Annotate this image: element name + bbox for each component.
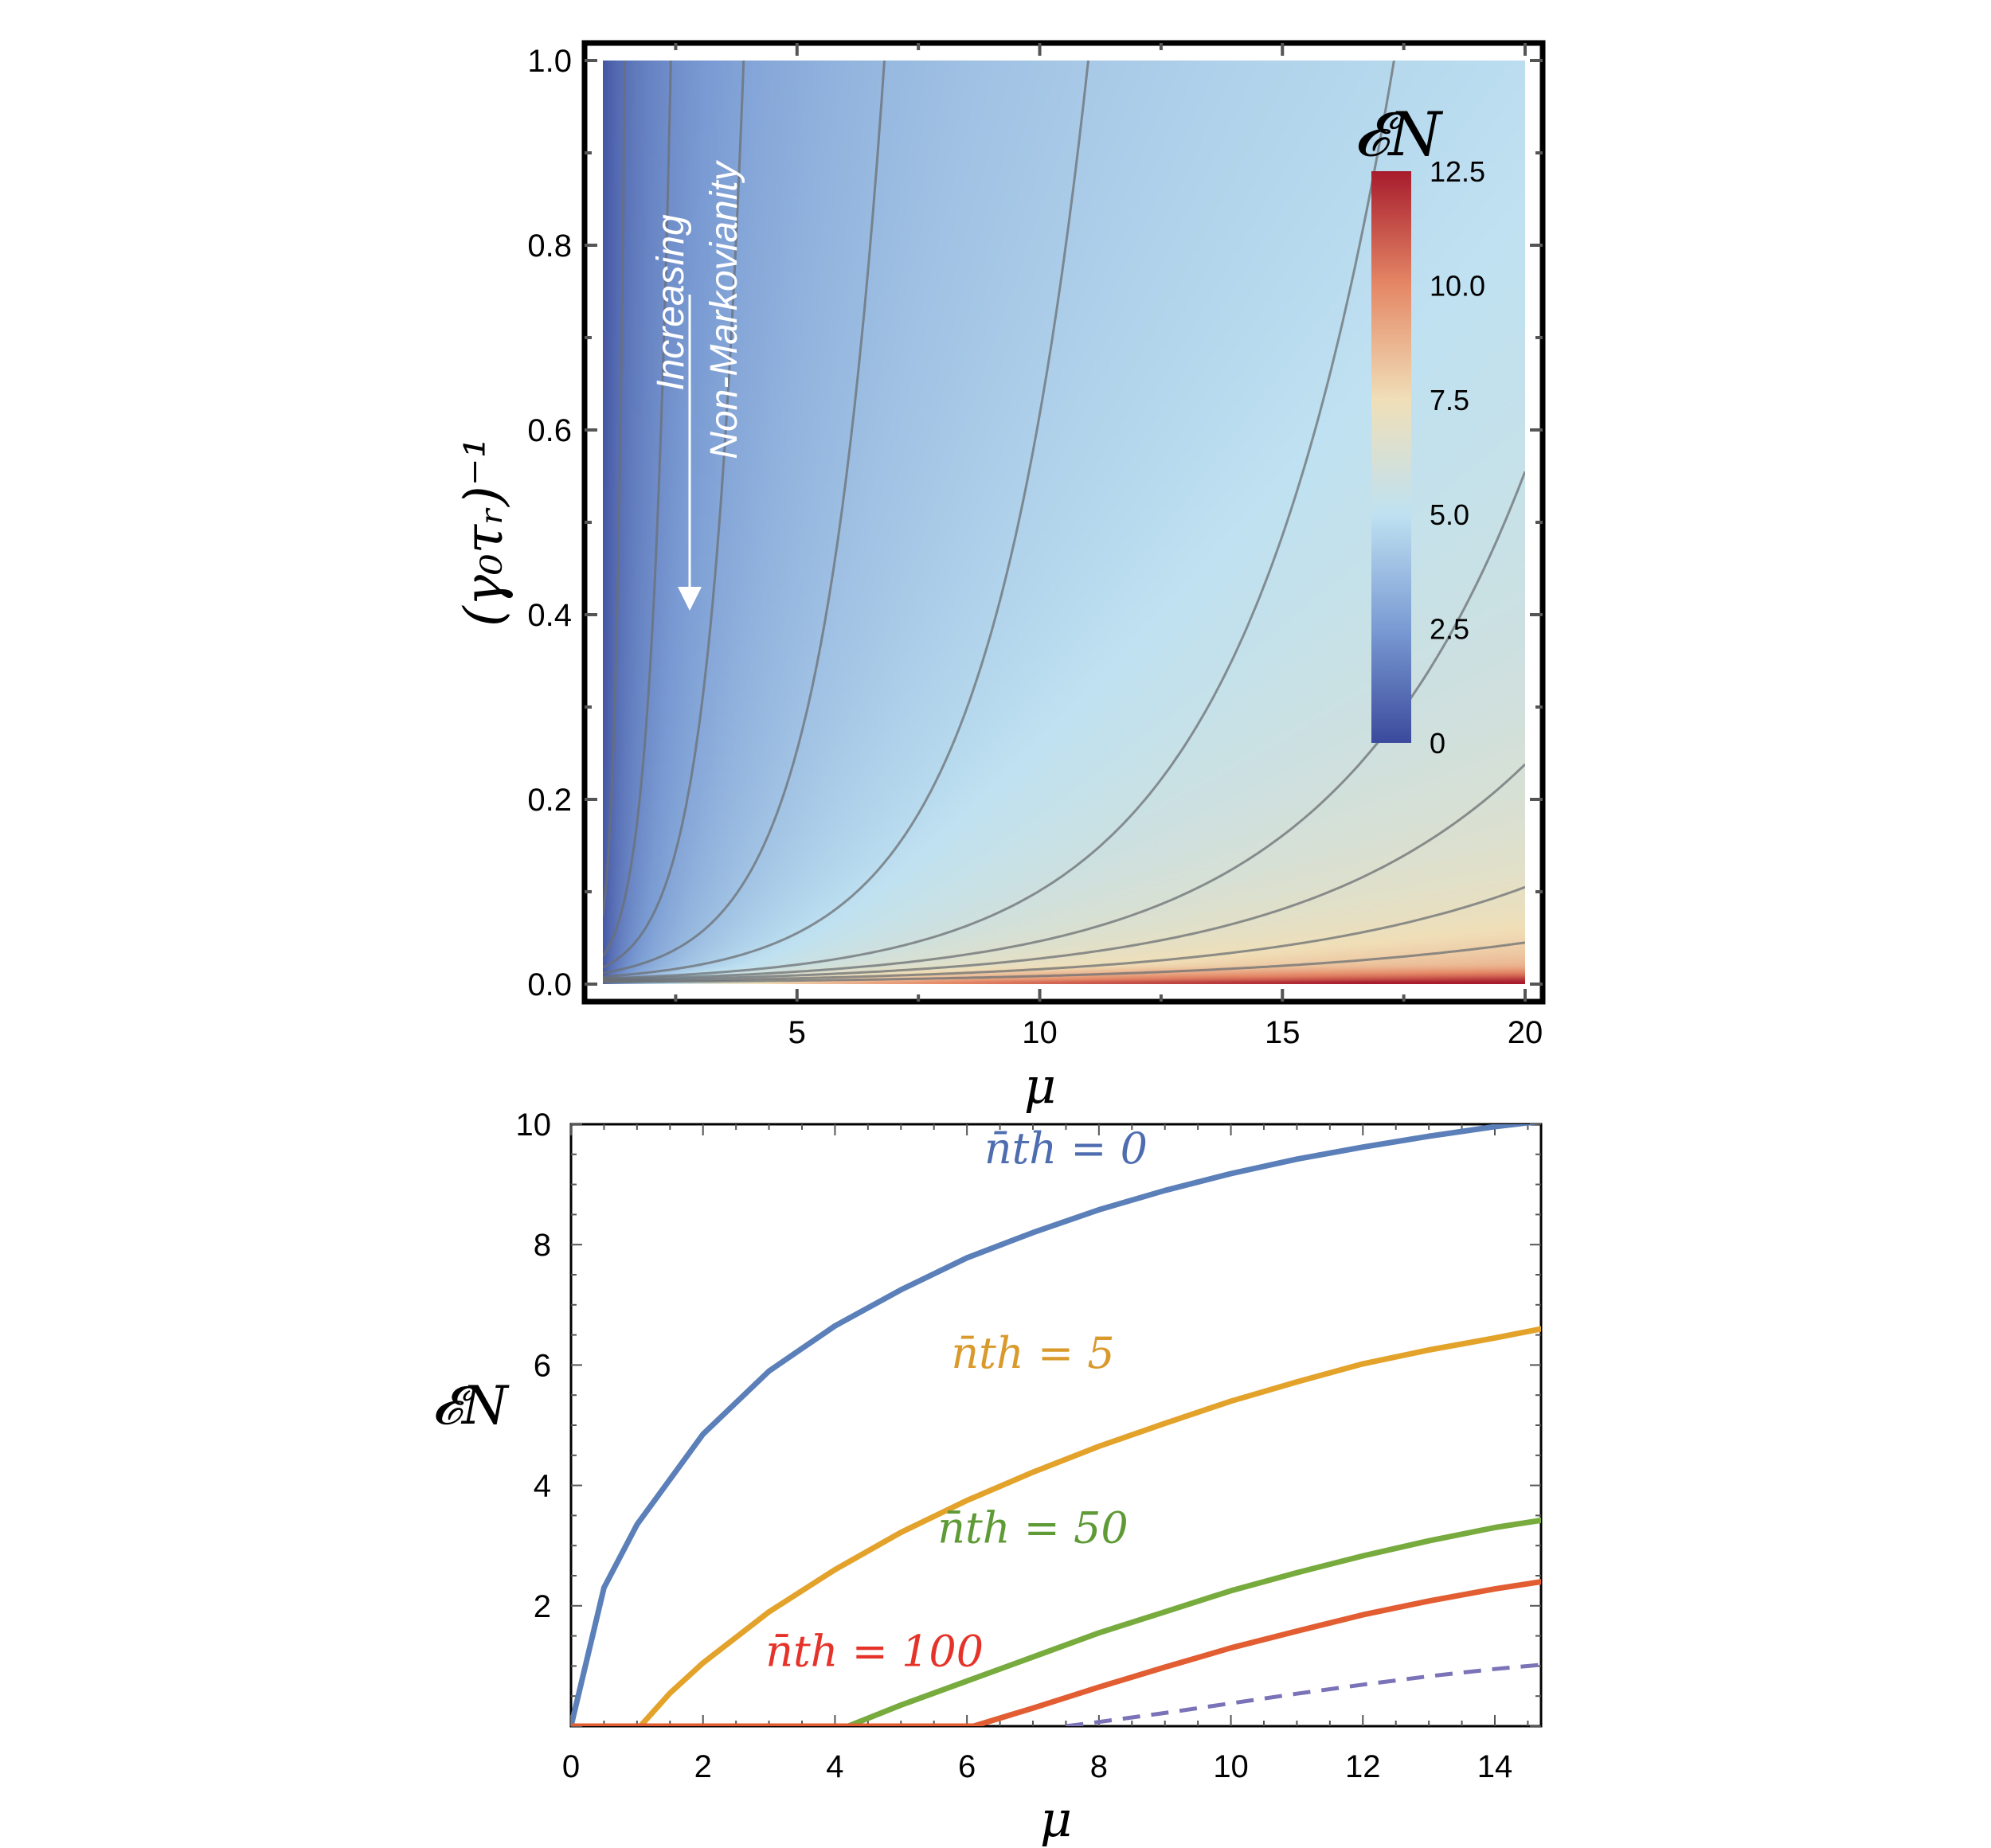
y-tick-label: 10 <box>516 1108 552 1143</box>
contour-line <box>603 61 672 958</box>
x-tick-label: 8 <box>1090 1749 1108 1784</box>
colorbar-tick-label: 12.5 <box>1430 155 1485 188</box>
y-tick-label: 8 <box>534 1228 551 1263</box>
series-line <box>637 1326 1541 1726</box>
x-tick-label: 10 <box>1213 1749 1249 1784</box>
contour-line <box>603 61 1395 980</box>
contour-line <box>603 61 745 969</box>
line-chart-x-tick-labels: 0 2 4 6 8 10 12 14 <box>562 1749 1512 1784</box>
series-label: n̄th = 0 <box>984 1123 1148 1174</box>
x-tick-label: 2 <box>694 1749 712 1784</box>
colorbar-tick-label: 10.0 <box>1430 270 1485 303</box>
contour-line <box>603 61 886 975</box>
y-tick-label: 6 <box>534 1348 551 1383</box>
series-label: n̄th = 100 <box>765 1626 984 1676</box>
contour-line <box>603 61 626 917</box>
series-labels: n̄th = 0 n̄th = 5 n̄th = 50 n̄th = 100 <box>765 1123 1148 1676</box>
y-tick-label: 0.4 <box>527 598 572 633</box>
y-tick-label: 0.0 <box>527 967 572 1002</box>
series-line <box>571 1124 1539 1726</box>
colorbar-tick-label: 2.5 <box>1430 612 1469 645</box>
contour-line <box>603 471 1525 981</box>
colorbar-ramp <box>1371 171 1411 743</box>
heatmap-x-tick-labels: 5 10 15 20 <box>788 1015 1543 1050</box>
series-line <box>970 1579 1541 1726</box>
colorbar-tick-label: 0 <box>1430 727 1445 760</box>
line-chart-ticks <box>570 1123 1541 1727</box>
y-tick-label: 1.0 <box>527 44 572 79</box>
contour-line <box>603 885 1525 983</box>
colorbar-tick-label: 5.0 <box>1430 498 1469 531</box>
annotation-line-1: Increasing <box>650 214 692 391</box>
heatmap-y-axis-label: (γ₀τᵣ)⁻¹ <box>453 437 514 627</box>
line-chart-x-axis-label: μ <box>1040 1790 1072 1848</box>
line-chart-y-tick-labels: 2 4 6 8 10 <box>516 1108 552 1624</box>
series-line <box>1066 1662 1541 1726</box>
contour-line <box>603 61 1089 979</box>
colorbar-tick-label: 7.5 <box>1430 384 1469 416</box>
line-chart-y-axis-label: 𝓔N <box>432 1375 510 1436</box>
colorbar-tick-labels: 0 2.5 5.0 7.5 10.0 12.5 <box>1430 155 1485 760</box>
x-tick-label: 15 <box>1265 1015 1301 1050</box>
x-tick-label: 0 <box>562 1749 580 1784</box>
line-chart-frame <box>569 1123 1543 1728</box>
non-markovianity-annotation: Increasing Non-Markovianity <box>650 159 745 611</box>
heatmap-panel: 5 10 15 20 0.0 0.2 0.4 0.6 0.8 1.0 μ (γ₀τᵣ)⁻¹ In… <box>453 40 1546 1115</box>
heatmap-y-tick-labels: 0.0 0.2 0.4 0.6 0.8 1.0 <box>527 44 572 1002</box>
series-label: n̄th = 50 <box>937 1502 1128 1553</box>
annotation-line-2: Non-Markovianity <box>703 159 745 459</box>
y-tick-label: 0.2 <box>527 783 572 818</box>
y-tick-label: 4 <box>534 1469 551 1504</box>
y-tick-label: 0.8 <box>527 229 572 264</box>
y-tick-label: 2 <box>534 1589 551 1624</box>
x-tick-label: 12 <box>1345 1749 1381 1784</box>
y-tick-label: 0.6 <box>527 413 572 448</box>
line-chart-series <box>571 1124 1541 1726</box>
colorbar: 𝓔N 0 2.5 5.0 7.5 10.0 12.5 <box>1354 99 1485 760</box>
contour-lines <box>603 61 1525 984</box>
x-tick-label: 4 <box>826 1749 843 1784</box>
x-tick-label: 20 <box>1508 1015 1543 1050</box>
contour-line <box>603 763 1525 982</box>
x-tick-label: 14 <box>1477 1749 1513 1784</box>
x-tick-label: 5 <box>788 1015 806 1050</box>
series-label: n̄th = 5 <box>951 1328 1114 1378</box>
contour-line <box>603 941 1525 984</box>
series-line <box>845 1517 1541 1726</box>
x-tick-label: 10 <box>1022 1015 1058 1050</box>
colorbar-title: 𝓔N <box>1354 99 1444 170</box>
x-tick-label: 6 <box>958 1749 976 1784</box>
heatmap-x-axis-label: μ <box>1024 1057 1056 1115</box>
heatmap-ticks <box>585 43 1543 1002</box>
